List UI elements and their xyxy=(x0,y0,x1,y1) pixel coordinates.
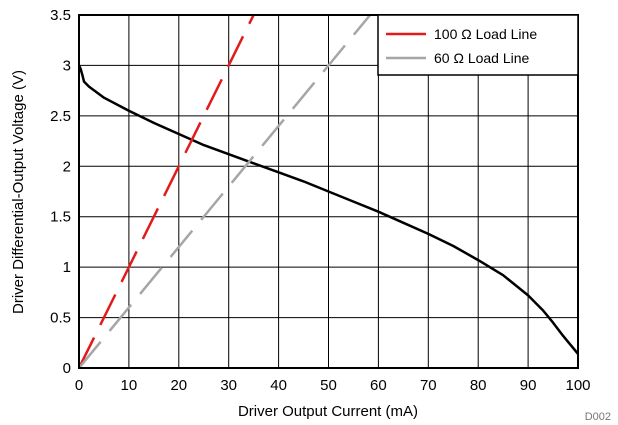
x-tick-label: 70 xyxy=(420,377,437,394)
y-tick-label: 3.5 xyxy=(50,7,71,24)
y-tick-label: 0 xyxy=(63,360,71,377)
x-tick-label: 90 xyxy=(520,377,537,394)
x-tick-label: 0 xyxy=(75,377,83,394)
y-tick-label: 1.5 xyxy=(50,209,71,226)
y-tick-label: 0.5 xyxy=(50,310,71,327)
y-tick-label: 2.5 xyxy=(50,108,71,125)
load-line-100-ohm xyxy=(79,15,255,368)
x-tick-label: 100 xyxy=(565,377,590,394)
x-tick-label: 10 xyxy=(121,377,138,394)
legend-box xyxy=(377,14,579,76)
x-tick-label: 40 xyxy=(270,377,287,394)
figure-id: D002 xyxy=(585,411,611,423)
x-tick-label: 80 xyxy=(470,377,487,394)
y-tick-label: 3 xyxy=(63,57,71,74)
x-tick-labels: 0 10 20 30 40 50 60 70 80 90 100 xyxy=(75,377,591,394)
load-line-60-ohm xyxy=(79,15,372,368)
output-voltage-curve xyxy=(79,64,578,355)
legend: 100 Ω Load Line 60 Ω Load Line xyxy=(377,14,579,76)
series-layer xyxy=(79,15,578,368)
x-tick-label: 50 xyxy=(320,377,337,394)
x-tick-label: 60 xyxy=(370,377,387,394)
legend-label-100-ohm: 100 Ω Load Line xyxy=(434,26,537,42)
x-tick-label: 30 xyxy=(220,377,237,394)
x-axis-title: Driver Output Current (mA) xyxy=(238,403,418,420)
x-tick-label: 20 xyxy=(170,377,187,394)
plot-frame xyxy=(78,14,579,369)
y-tick-label: 2 xyxy=(63,158,71,175)
legend-label-60-ohm: 60 Ω Load Line xyxy=(434,50,530,66)
y-axis-title: Driver Differential-Output Voltage (V) xyxy=(10,70,27,314)
y-tick-labels: 0 0.5 1 1.5 2 2.5 3 3.5 xyxy=(50,7,71,377)
y-tick-label: 1 xyxy=(63,259,71,276)
